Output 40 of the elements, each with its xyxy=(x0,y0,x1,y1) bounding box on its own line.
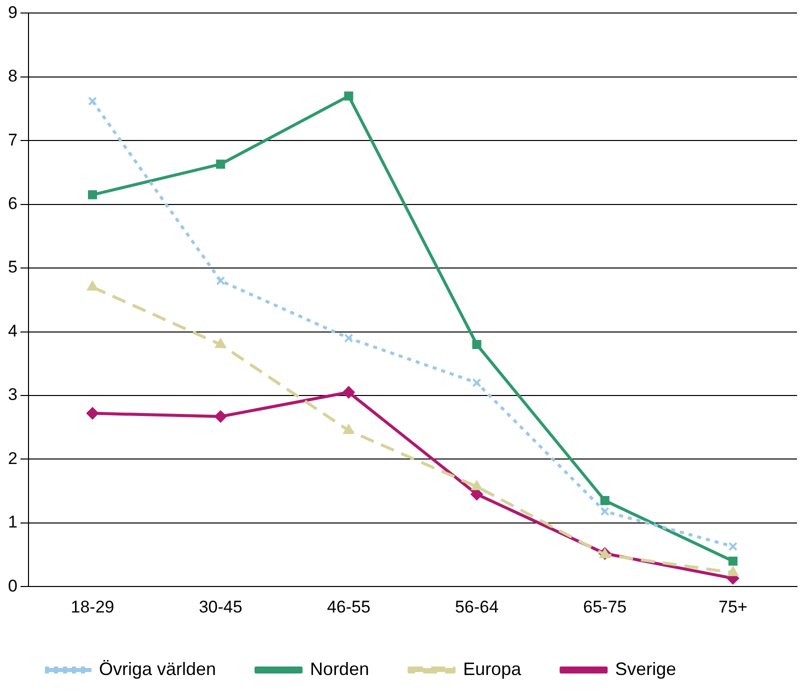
x-tick-label: 75+ xyxy=(718,597,748,616)
x-tick-label: 18-29 xyxy=(70,597,114,616)
point xyxy=(472,378,482,388)
point xyxy=(214,410,227,422)
point xyxy=(600,506,610,516)
point xyxy=(344,91,354,101)
y-tick-label: 9 xyxy=(8,2,18,22)
point xyxy=(343,424,354,434)
point xyxy=(216,160,226,169)
legend-label: Europa xyxy=(463,658,522,679)
y-tick-label: 1 xyxy=(8,512,18,532)
point xyxy=(88,96,98,106)
y-tick-label: 2 xyxy=(8,448,18,468)
point xyxy=(86,407,98,420)
point xyxy=(728,566,738,576)
x-tick-label: 46-55 xyxy=(326,597,370,616)
point xyxy=(87,281,98,291)
y-tick-label: 8 xyxy=(8,66,18,86)
y-tick-label: 4 xyxy=(8,321,18,340)
x-tick-label: 30-45 xyxy=(198,597,242,616)
point xyxy=(728,542,738,551)
y-tick-label: 6 xyxy=(8,194,18,214)
point xyxy=(216,276,226,286)
x-tick-label: 65-75 xyxy=(583,597,627,616)
legend-label: Sverige xyxy=(615,658,676,679)
legend-label: Övriga världen xyxy=(99,658,216,679)
point xyxy=(472,340,482,350)
point xyxy=(728,556,738,566)
y-tick-label: 7 xyxy=(8,130,18,150)
y-tick-label: 0 xyxy=(8,576,18,596)
point xyxy=(215,338,226,348)
point xyxy=(471,480,482,490)
legend-label: Norden xyxy=(310,658,370,679)
x-tick-label: 56-64 xyxy=(455,597,499,616)
point xyxy=(88,190,98,200)
y-tick-label: 5 xyxy=(8,258,18,277)
point xyxy=(600,496,610,506)
point xyxy=(344,334,354,343)
y-tick-label: 3 xyxy=(8,385,18,404)
point xyxy=(342,386,355,398)
